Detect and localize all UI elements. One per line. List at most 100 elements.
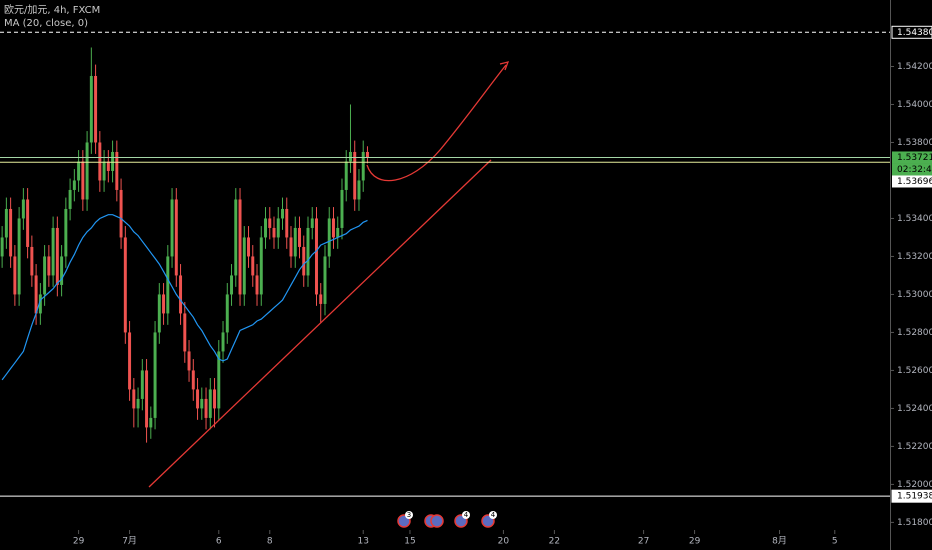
- candle-body: [238, 199, 242, 295]
- x-tick-label: 15: [404, 537, 415, 547]
- candle-body: [327, 218, 331, 257]
- candle-body: [51, 227, 55, 276]
- price-label: 1.51938: [897, 492, 932, 502]
- event-badge: [489, 511, 497, 519]
- candle-body: [264, 218, 267, 238]
- x-tick-label: 29: [73, 537, 85, 547]
- candle-body: [94, 75, 98, 143]
- y-tick-label: 1.52400: [897, 404, 932, 414]
- price-label: 1.53721: [897, 153, 932, 163]
- candle-body: [298, 227, 301, 247]
- candle-body: [259, 237, 263, 295]
- candle-body: [166, 256, 170, 314]
- candle-body: [306, 227, 310, 276]
- candle-body: [157, 294, 161, 333]
- candle-body: [268, 218, 272, 228]
- candle-body: [255, 275, 259, 295]
- candle-body: [89, 75, 93, 143]
- candle-body: [251, 256, 255, 276]
- candle-body: [196, 389, 200, 409]
- candle-body: [230, 275, 234, 295]
- event-count: 3: [407, 511, 411, 519]
- x-tick-label: 5: [832, 537, 838, 547]
- candle-body: [13, 256, 17, 295]
- candle-body: [43, 256, 47, 295]
- y-tick-label: 1.52000: [897, 480, 932, 490]
- x-tick-label: 8月: [772, 536, 787, 547]
- candle-body: [348, 151, 352, 162]
- x-tick-label: 7月: [122, 536, 137, 547]
- price-label: 1.53696: [897, 177, 932, 187]
- candle-body: [60, 256, 64, 285]
- candle-body: [310, 218, 314, 228]
- candle-body: [191, 370, 195, 390]
- candle-body: [315, 218, 318, 295]
- event-badge: [405, 511, 413, 519]
- trend-line: [148, 159, 492, 488]
- candle-body: [149, 417, 153, 428]
- x-tick-label: 27: [638, 537, 649, 547]
- event-icon[interactable]: [430, 514, 444, 528]
- candle-body: [72, 180, 76, 190]
- x-tick-label: 13: [357, 537, 368, 547]
- x-tick-label: 20: [498, 537, 510, 547]
- candle-body: [357, 180, 361, 200]
- candle-body: [145, 370, 149, 428]
- candle-body: [85, 142, 89, 200]
- candle-body: [111, 151, 115, 171]
- candle-body: [302, 246, 306, 276]
- price-label-bg: [892, 175, 932, 188]
- y-tick-label: 1.53000: [897, 290, 932, 300]
- ma-line: [1, 214, 368, 381]
- candle-body: [323, 256, 327, 304]
- candle-body: [276, 218, 280, 238]
- candle-body: [179, 275, 183, 314]
- arrow-head: [499, 61, 510, 71]
- candle-body: [55, 227, 59, 285]
- candle-body: [331, 218, 335, 238]
- candle-body: [98, 142, 102, 181]
- candle-body: [344, 161, 348, 190]
- y-tick-label: 1.54200: [897, 62, 932, 72]
- candle-body: [213, 389, 217, 409]
- candle-body: [272, 227, 276, 238]
- candle-body: [234, 199, 238, 276]
- candle-body: [336, 227, 340, 238]
- symbol-title: 欧元/加元, 4h, FXCM: [4, 4, 100, 16]
- candle-body: [64, 208, 68, 257]
- candle-body: [285, 208, 289, 238]
- price-label-bg: [891, 489, 932, 503]
- countdown-bg: [892, 163, 932, 176]
- candle-body: [132, 389, 136, 409]
- candle-body: [81, 161, 85, 200]
- x-tick-label: 29: [689, 537, 701, 547]
- candle-body: [115, 151, 119, 190]
- candle-body: [174, 199, 178, 276]
- price-label-bg: [892, 151, 932, 164]
- candle-body: [200, 398, 204, 409]
- candle-body: [140, 370, 144, 399]
- candle-body: [187, 351, 191, 371]
- candle-body: [204, 398, 208, 418]
- indicator-label: MA (20, close, 0): [4, 18, 88, 29]
- candle-body: [38, 294, 42, 314]
- candle-body: [247, 237, 251, 257]
- candle-body: [26, 199, 30, 247]
- candle-body: [183, 313, 187, 352]
- price-label-bg: [891, 25, 932, 39]
- y-tick-label: 1.51800: [897, 518, 932, 528]
- candle-body: [242, 237, 246, 295]
- candle-body: [30, 246, 34, 276]
- y-tick-label: 1.53800: [897, 138, 932, 148]
- candle-body: [365, 151, 369, 158]
- price-label: 1.54380: [897, 28, 932, 38]
- candle-body: [106, 161, 110, 171]
- y-tick-label: 1.53400: [897, 214, 932, 224]
- candle-body: [119, 189, 123, 238]
- candle-body: [9, 208, 13, 257]
- candle-body: [225, 294, 229, 333]
- candle-body: [102, 161, 106, 181]
- candle-body: [217, 351, 221, 409]
